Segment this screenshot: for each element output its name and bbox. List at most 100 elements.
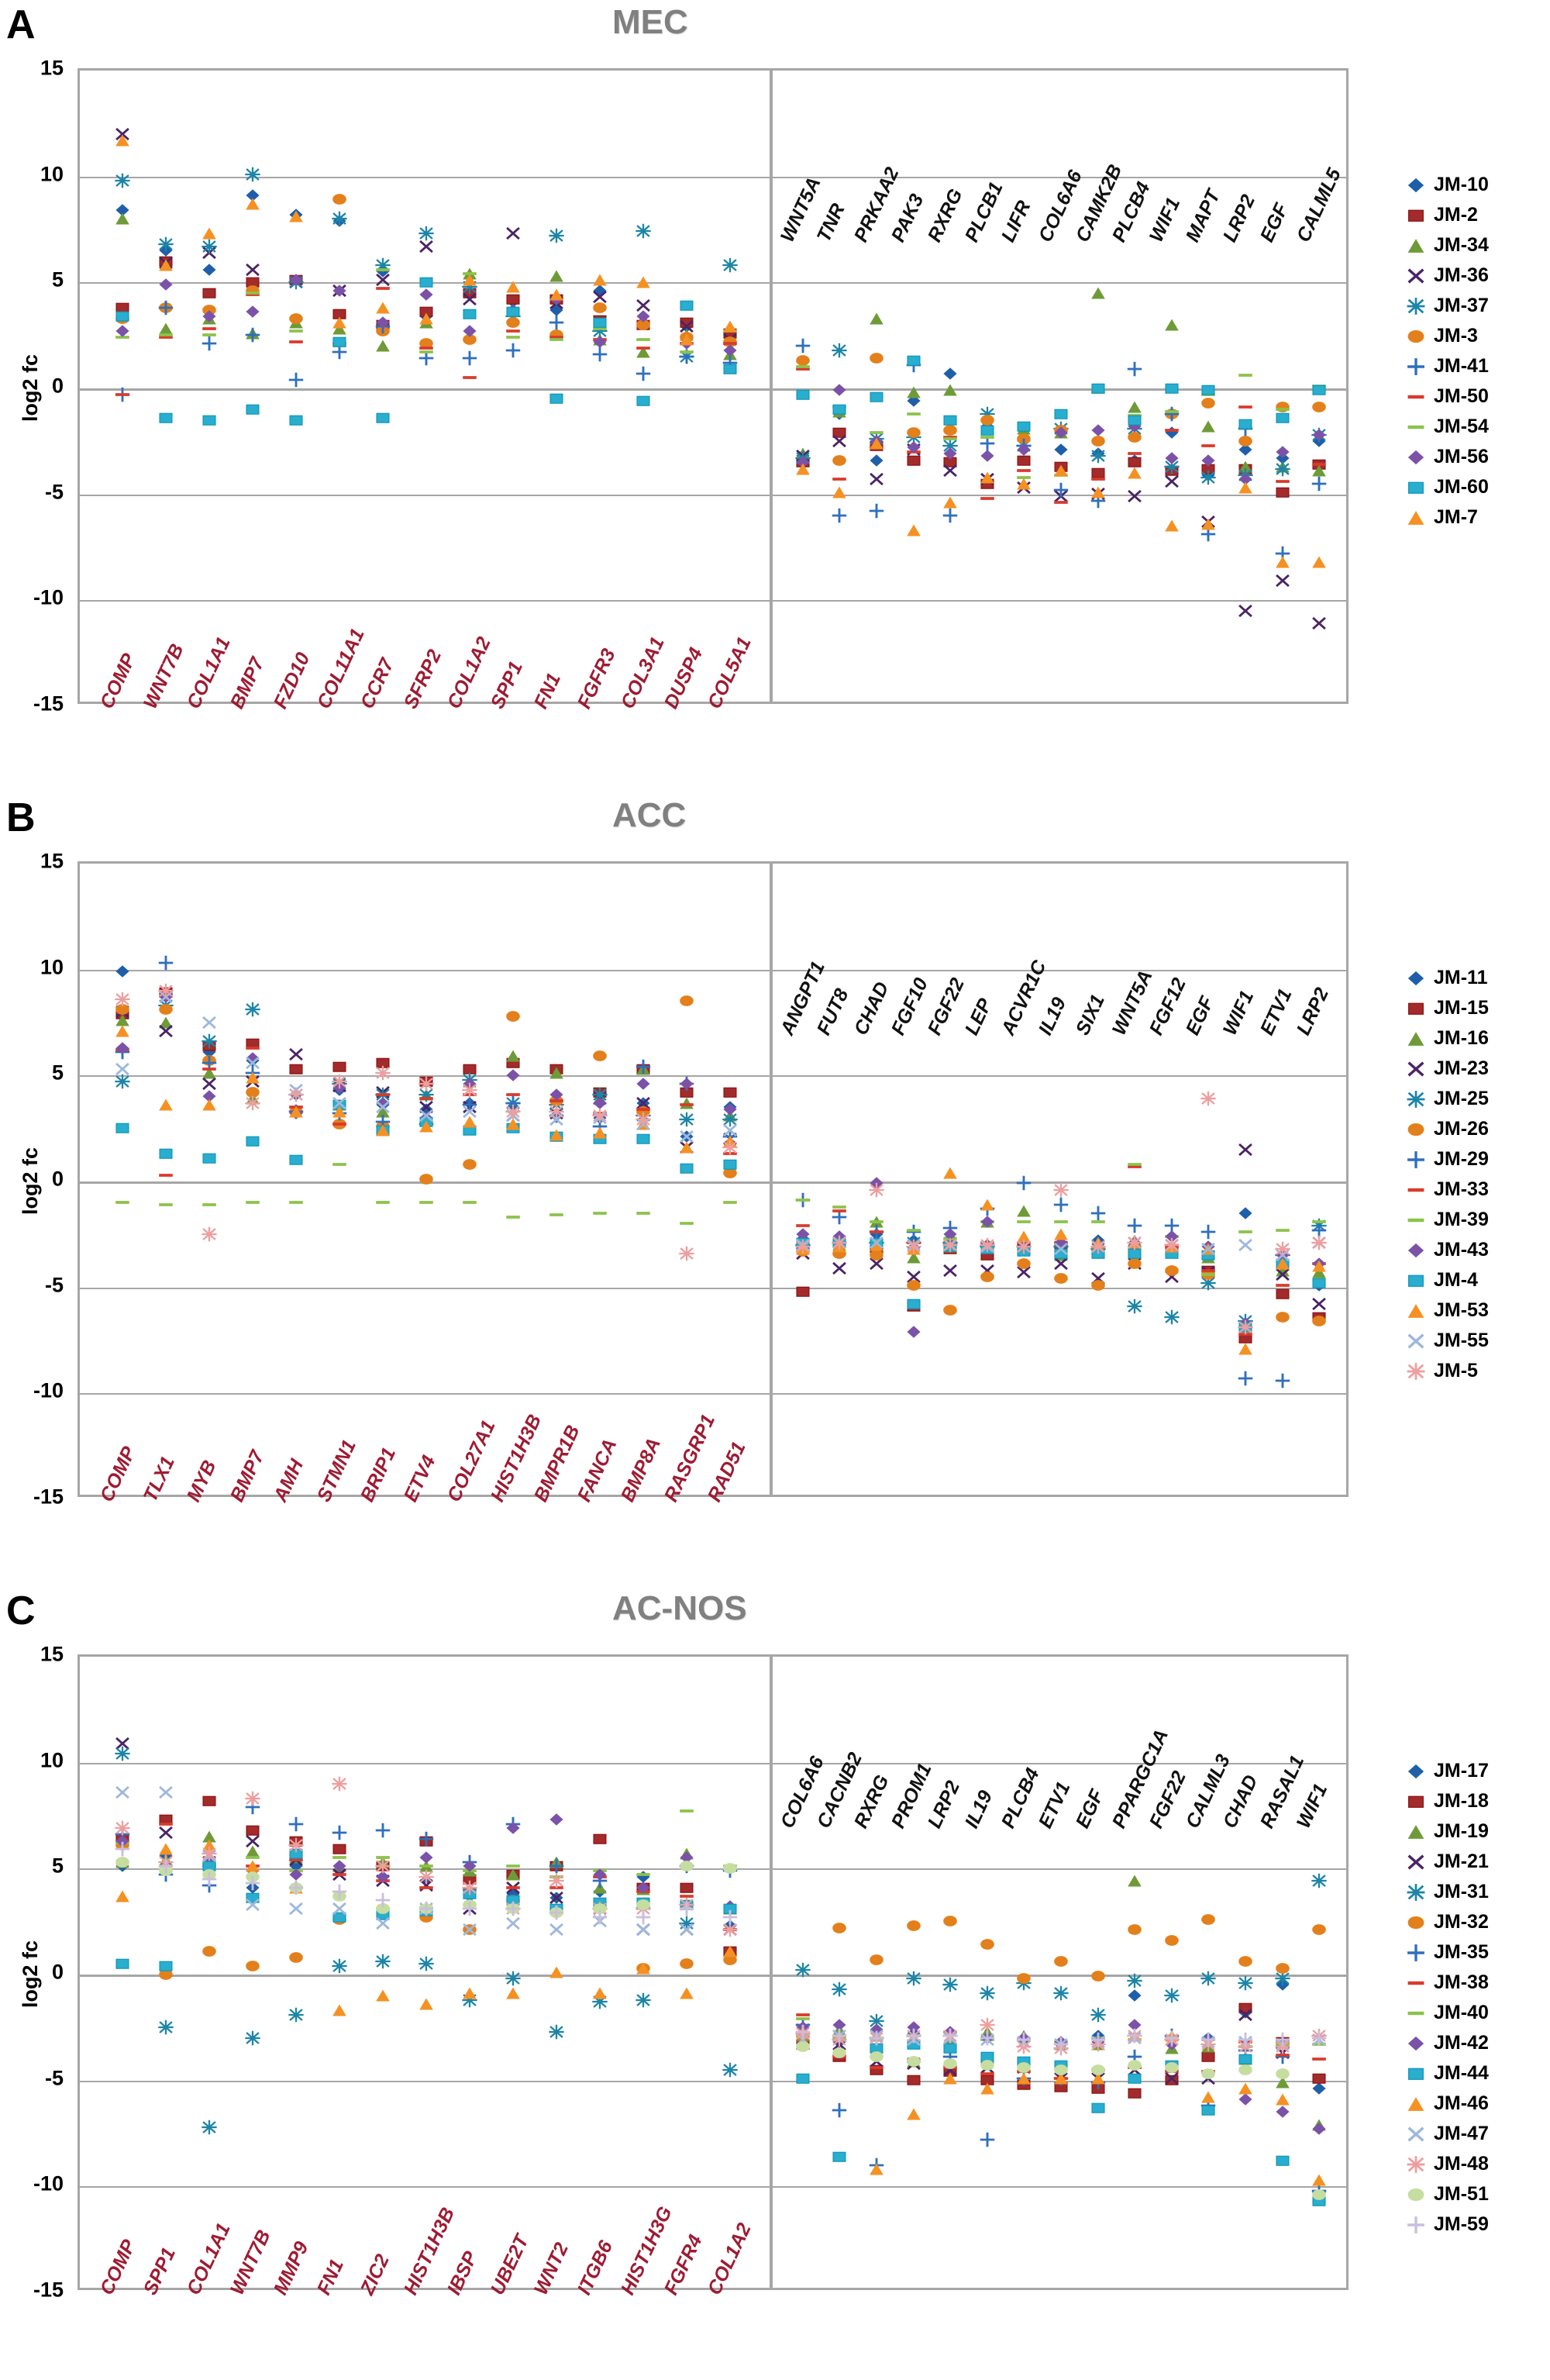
legend-item[interactable]: JM-17 [1403,1756,1489,1786]
legend-item[interactable]: JM-15 [1403,993,1489,1023]
legend-label: JM-50 [1434,385,1489,408]
y-axis-tick: 0 [51,1167,64,1191]
legend-label: JM-32 [1434,1911,1489,1933]
legend-item[interactable]: JM-43 [1403,1235,1489,1265]
zero-line [80,388,1346,391]
y-axis-label: log2 fc [19,354,42,422]
plot-area [78,68,1348,704]
legend-item[interactable]: JM-42 [1403,2028,1489,2058]
legend-item[interactable]: JM-37 [1403,291,1489,321]
legend-label: JM-42 [1434,2032,1489,2054]
legend-item[interactable]: JM-32 [1403,1907,1489,1937]
y-axis-tick: 5 [51,1854,64,1878]
legend-item[interactable]: JM-11 [1403,963,1489,993]
legend-item[interactable]: JM-59 [1403,2209,1489,2240]
legend-marker-icon [1403,1026,1429,1052]
legend-label: JM-2 [1434,204,1478,226]
y-axis-tick: 15 [40,1642,64,1666]
y-axis-label: log2 fc [19,1147,42,1215]
legend-item[interactable]: JM-35 [1403,1937,1489,1968]
y-axis-tick: 10 [40,1748,64,1772]
legend-item[interactable]: JM-51 [1403,2179,1489,2209]
legend-label: JM-10 [1434,174,1489,196]
legend-item[interactable]: JM-40 [1403,1998,1489,2028]
panel-letter: A [6,2,36,47]
legend-item[interactable]: JM-44 [1403,2058,1489,2089]
legend-label: JM-26 [1434,1118,1489,1140]
legend-marker-icon [1403,2182,1429,2208]
legend-item[interactable]: JM-55 [1403,1326,1489,1356]
y-axis-tick: 15 [40,56,64,80]
zero-line [80,1975,1346,1977]
zero-line [80,1181,1346,1184]
legend-marker-icon [1403,1147,1429,1173]
legend-item[interactable]: JM-7 [1403,502,1489,533]
legend-marker-icon [1403,1086,1429,1112]
legend-label: JM-11 [1434,967,1488,989]
legend-label: JM-18 [1434,1790,1489,1813]
y-axis-tick: -5 [44,1273,64,1297]
legend-item[interactable]: JM-10 [1403,170,1489,200]
legend-marker-icon [1403,965,1429,992]
legend-label: JM-16 [1434,1027,1489,1050]
legend-label: JM-21 [1434,1851,1489,1873]
legend-marker-icon [1403,1970,1429,1996]
y-axis-tick: 0 [51,1960,64,1984]
y-axis-tick: 5 [51,1061,64,1085]
legend-item[interactable]: JM-18 [1403,1786,1489,1816]
legend-item[interactable]: JM-5 [1403,1356,1489,1386]
gridline [80,2186,1346,2189]
y-axis-tick: -10 [33,2171,64,2195]
legend-marker-icon [1403,1268,1429,1294]
legend-item[interactable]: JM-54 [1403,412,1489,442]
legend-item[interactable]: JM-26 [1403,1114,1489,1144]
legend-label: JM-31 [1434,1881,1489,1903]
legend-item[interactable]: JM-19 [1403,1816,1489,1847]
gridline [80,969,1346,971]
legend-item[interactable]: JM-53 [1403,1295,1489,1326]
legend-item[interactable]: JM-16 [1403,1023,1489,1054]
legend-item[interactable]: JM-23 [1403,1054,1489,1084]
panel-title: AC-NOS [612,1589,747,1627]
legend-item[interactable]: JM-29 [1403,1144,1489,1174]
y-axis-tick: -15 [33,692,64,716]
plot-area [78,1654,1348,2290]
y-axis-tick: 10 [40,955,64,979]
legend-item[interactable]: JM-36 [1403,260,1489,291]
legend-item[interactable]: JM-3 [1403,321,1489,351]
legend-item[interactable]: JM-4 [1403,1265,1489,1295]
legend-item[interactable]: JM-2 [1403,200,1489,230]
y-axis-tick: -5 [44,480,64,504]
legend-item[interactable]: JM-47 [1403,2119,1489,2149]
legend-marker-icon [1403,2121,1429,2147]
legend-item[interactable]: JM-46 [1403,2089,1489,2119]
legend-item[interactable]: JM-39 [1403,1205,1489,1235]
legend-marker-icon [1403,2030,1429,2057]
legend-item[interactable]: JM-50 [1403,381,1489,412]
legend-label: JM-34 [1434,234,1489,257]
legend-label: JM-19 [1434,1820,1489,1843]
legend-item[interactable]: JM-56 [1403,442,1489,472]
legend-item[interactable]: JM-34 [1403,230,1489,260]
legend-label: JM-40 [1434,2002,1489,2024]
legend-label: JM-4 [1434,1269,1478,1292]
legend-item[interactable]: JM-25 [1403,1084,1489,1114]
legend-item[interactable]: JM-48 [1403,2149,1489,2179]
panel-a: A MEC 15 10 5 0 -5 -10 -15 log2 fc COMP WNT7B COL1A1… [0,0,1550,793]
legend-item[interactable]: JM-41 [1403,351,1489,381]
legend-marker-icon [1403,2151,1429,2178]
y-axis-tick: 0 [51,374,64,398]
legend-item[interactable]: JM-31 [1403,1877,1489,1907]
legend-marker-icon [1403,1758,1429,1785]
legend-item[interactable]: JM-21 [1403,1847,1489,1877]
legend-item[interactable]: JM-38 [1403,1968,1489,1998]
legend-item[interactable]: JM-33 [1403,1174,1489,1205]
legend-label: JM-38 [1434,1971,1489,1994]
legend-label: JM-41 [1434,355,1489,378]
y-axis-tick: -10 [33,585,64,609]
legend-item[interactable]: JM-60 [1403,472,1489,502]
legend-label: JM-35 [1434,1941,1489,1964]
panel-letter: C [6,1588,36,1633]
gridline [80,600,1346,602]
legend-marker-icon [1403,1116,1429,1143]
